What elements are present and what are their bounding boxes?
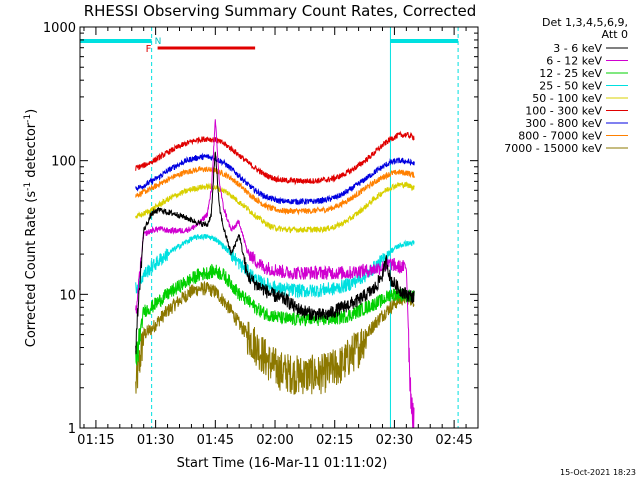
y-axis-label: Corrected Count Rate (s-1 detector-1) [23, 109, 39, 347]
series-line-5 [135, 181, 415, 234]
legend-header-line-1: Det 1,3,4,5,6,9, [542, 16, 628, 29]
series-line-6 [135, 130, 415, 186]
legend-label-6: 100 - 300 keV [525, 105, 602, 118]
x-tick-label-2: 01:30 [137, 433, 174, 448]
plot-area: FN 1 10 100 1000 01:15 01:30 01:45 02:00 02:15 02:… [43, 21, 479, 448]
legend-label-1: 3 - 6 keV [553, 42, 602, 55]
legend-label-9: 7000 - 15000 keV [504, 142, 602, 155]
legend-label-8: 800 - 7000 keV [518, 130, 602, 143]
footer-date: 15-Oct-2021 18:23 [560, 468, 636, 477]
legend-label-7: 300 - 800 keV [525, 117, 602, 130]
series-line-3 [135, 263, 415, 367]
legend-label-3: 12 - 25 keV [539, 67, 602, 80]
x-tick-label-4: 02:00 [256, 433, 293, 448]
x-tick-label-6: 02:30 [376, 433, 413, 448]
plot-frame [79, 26, 479, 429]
series-line-2 [135, 119, 415, 429]
x-tick-label-3: 01:45 [197, 433, 234, 448]
x-axis-label: Start Time (16-Mar-11 01:11:02) [177, 456, 388, 471]
night-flag-label: N [155, 37, 162, 47]
series-line-7 [135, 152, 415, 206]
y-tick-label-3: 100 [51, 155, 76, 170]
x-tick-label-7: 02:45 [435, 433, 472, 448]
legend-label-4: 25 - 50 keV [539, 80, 602, 93]
x-tick-label-1: 01:15 [77, 433, 114, 448]
legend-header-line-2: Att 0 [602, 28, 628, 41]
x-tick-label-5: 02:15 [316, 433, 353, 448]
series-line-8 [135, 166, 415, 216]
series-line-9 [135, 280, 415, 395]
series-line-4 [135, 233, 415, 299]
chart-title: RHESSI Observing Summary Count Rates, Co… [84, 2, 477, 20]
legend-label-2: 6 - 12 keV [546, 55, 602, 68]
y-tick-label-4: 1000 [43, 21, 76, 36]
y-tick-label-1: 1 [68, 422, 76, 437]
y-tick-label-2: 10 [59, 288, 76, 303]
flare-flag-label: F [146, 44, 152, 55]
legend-label-5: 50 - 100 keV [532, 92, 602, 105]
series-line-1 [135, 151, 415, 355]
